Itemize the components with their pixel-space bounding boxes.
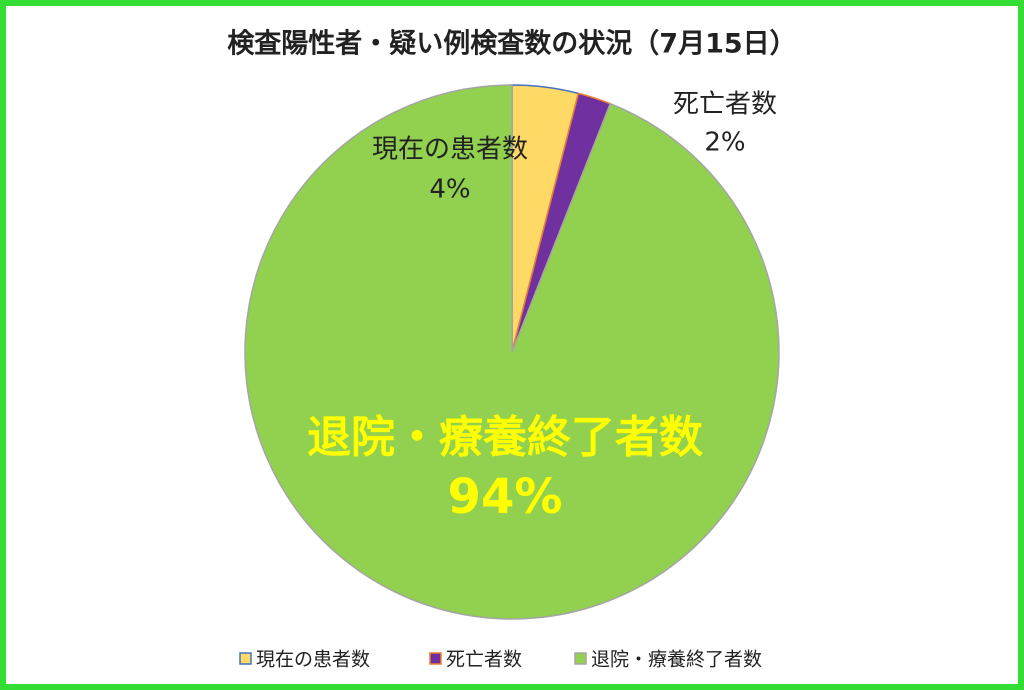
chart-title: 検査陽性者・疑い例検査数の状況（7月15日） <box>227 29 796 60</box>
data-label-value: 4% <box>429 175 470 205</box>
legend-swatch <box>239 652 252 665</box>
data-label-value: 94% <box>448 469 563 525</box>
data-label-category: 現在の患者数 <box>372 135 528 165</box>
legend-label: 現在の患者数 <box>256 649 370 671</box>
data-label-category: 死亡者数 <box>673 90 777 120</box>
data-label-category: 退院・療養終了者数 <box>307 412 703 463</box>
legend-label: 退院・療養終了者数 <box>591 649 762 671</box>
legend-swatch <box>574 652 587 665</box>
legend-swatch <box>429 652 442 665</box>
pie-slice <box>244 84 780 620</box>
data-label-value: 2% <box>704 128 745 158</box>
legend-label: 死亡者数 <box>446 649 522 671</box>
